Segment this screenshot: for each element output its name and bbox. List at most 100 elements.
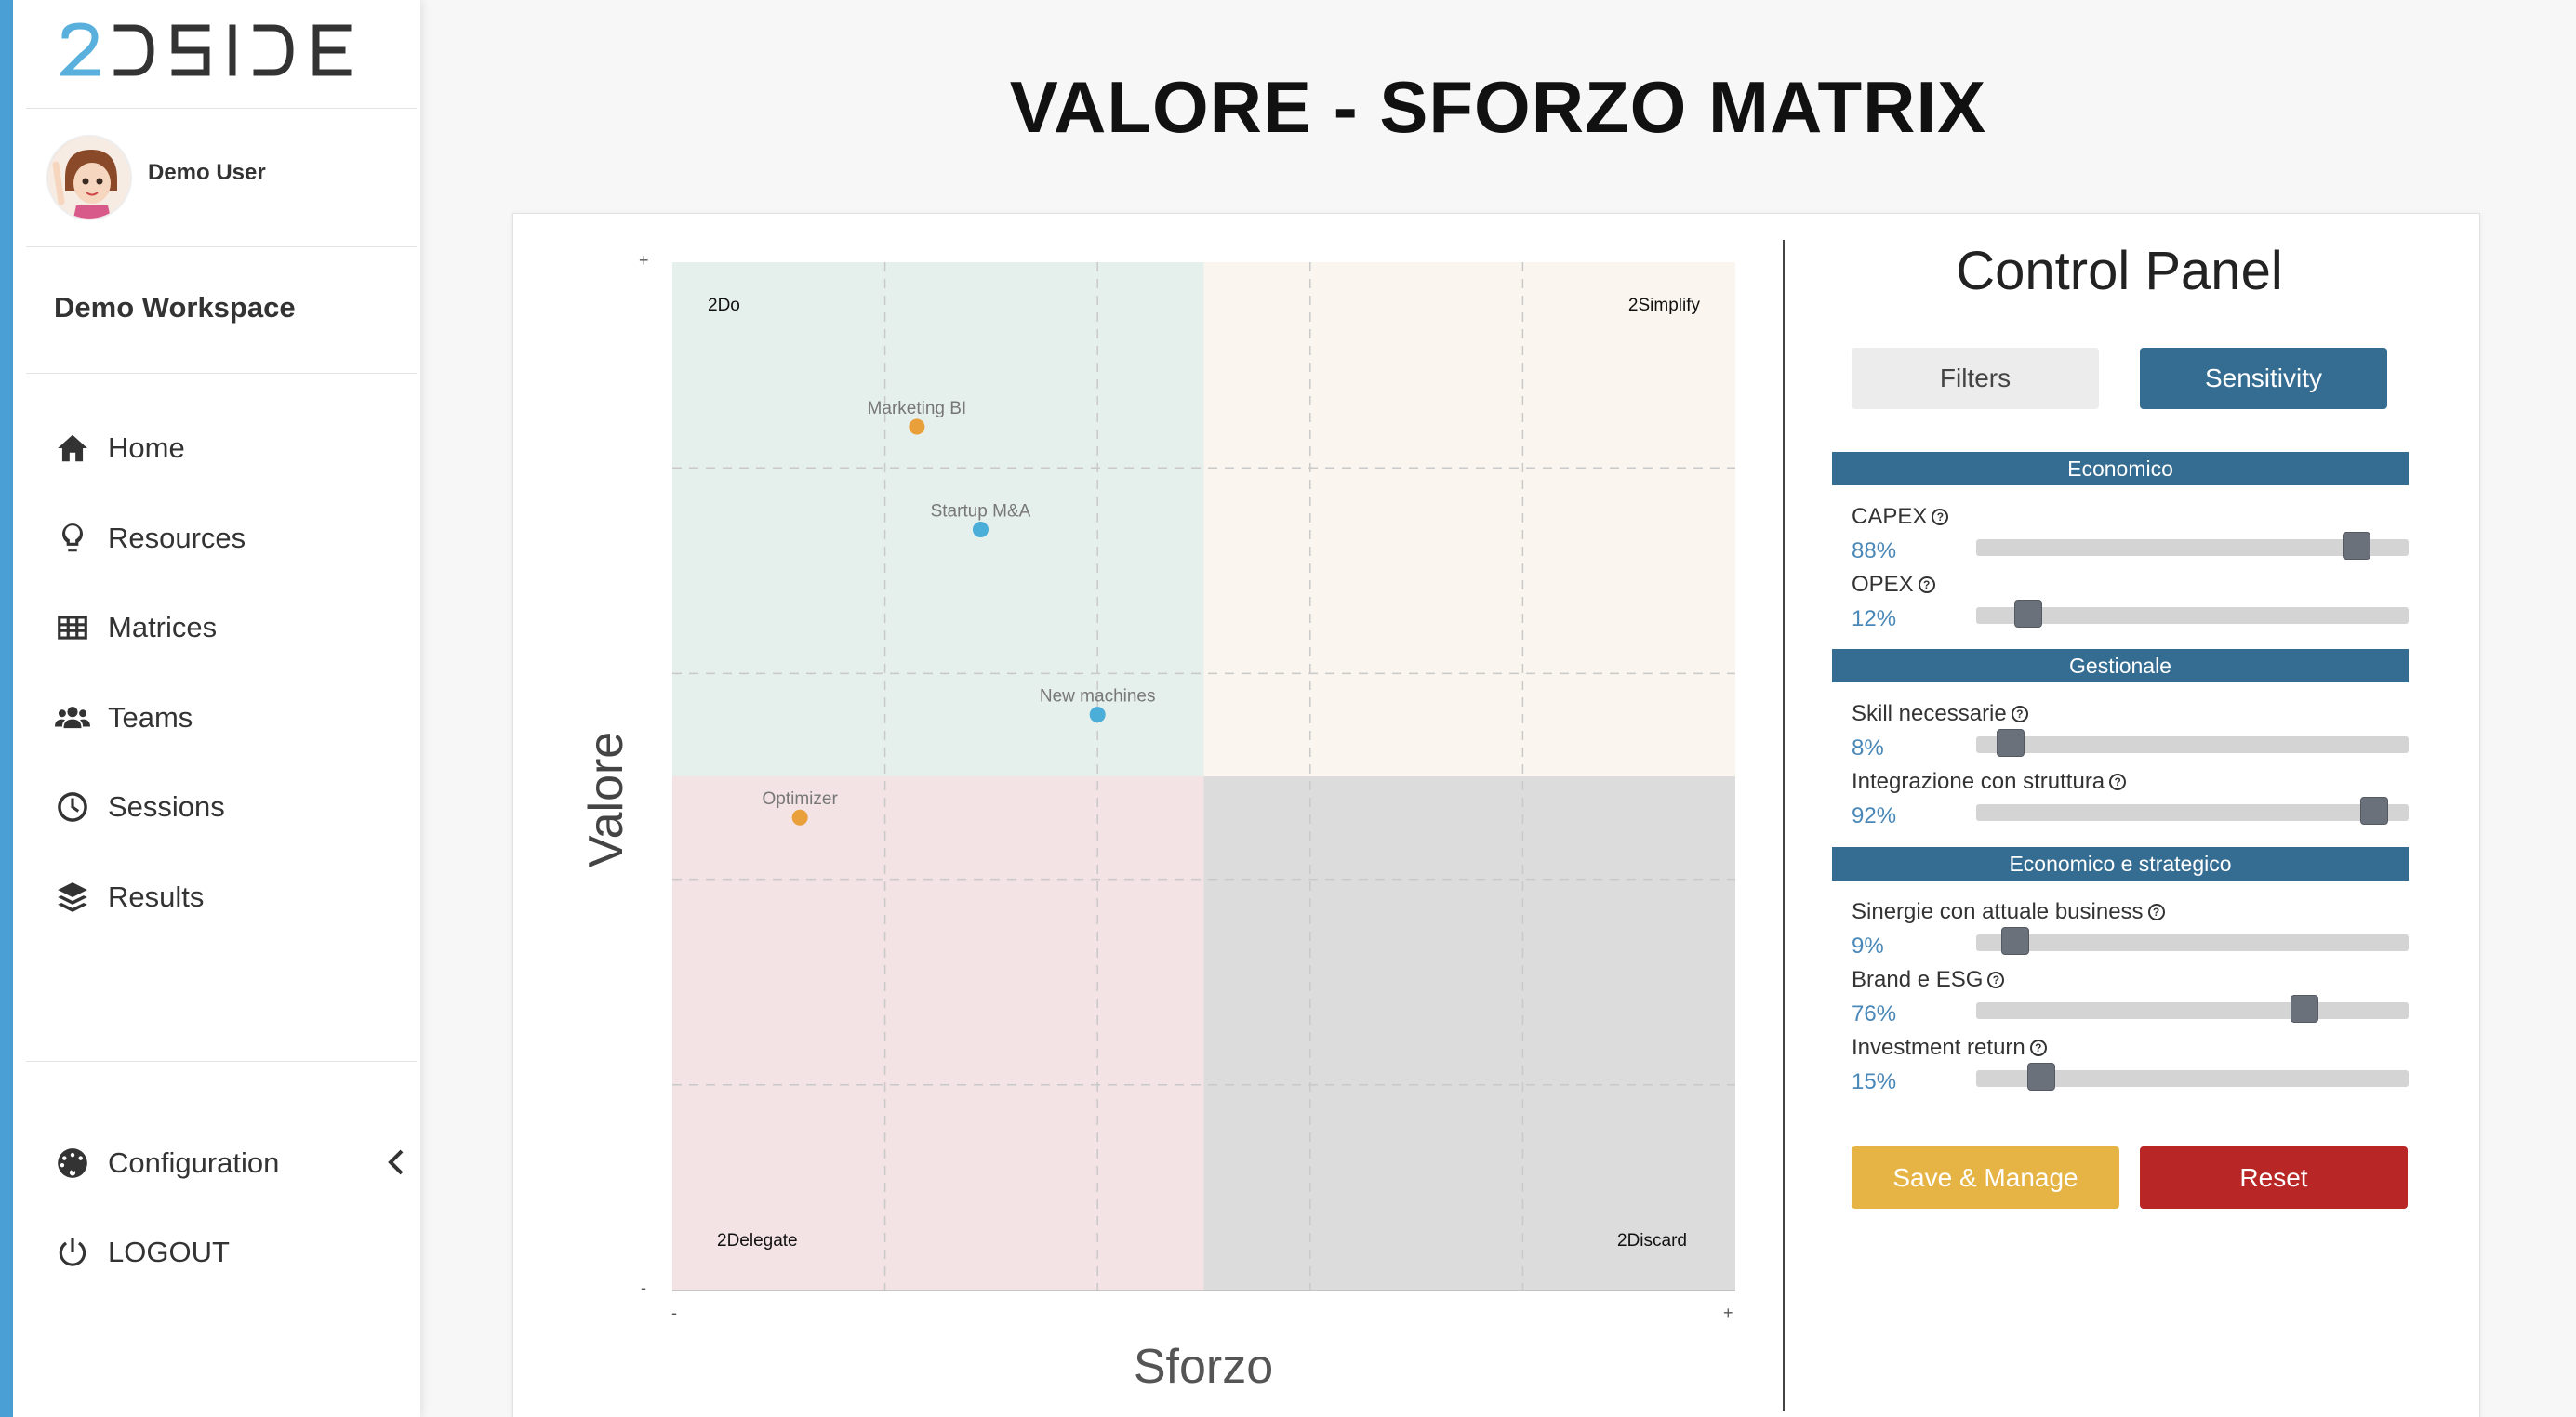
nav-label: Home (108, 431, 185, 464)
nav-label: Teams (108, 701, 193, 734)
reset-button[interactable]: Reset (2140, 1146, 2408, 1209)
nav-label: Sessions (108, 790, 225, 823)
avatar[interactable] (46, 135, 132, 220)
quadrant-2delegate (672, 776, 1204, 1291)
sidebar-accent-strip (0, 0, 13, 1417)
slider-thumb[interactable] (2026, 1063, 2055, 1091)
param-label: OPEX? (1852, 572, 1935, 598)
quadrant-label: 2Discard (1617, 1231, 1687, 1251)
sidebar-divider (26, 373, 417, 374)
sensitivity-slider[interactable] (1976, 927, 2409, 955)
y-tick-top: + (639, 251, 649, 270)
slider-thumb[interactable] (2359, 797, 2388, 825)
workspace-name[interactable]: Demo Workspace (54, 291, 296, 324)
param-label-text: Investment return (1852, 1035, 2025, 1060)
param-label-text: Sinergie con attuale business (1852, 899, 2144, 924)
user-name: Demo User (148, 160, 266, 185)
data-point (909, 418, 925, 435)
help-icon[interactable]: ? (2029, 1040, 2047, 1056)
help-icon[interactable]: ? (2109, 774, 2127, 790)
data-point-label: Optimizer (763, 789, 839, 809)
nav-item-matrices[interactable]: Matrices (54, 605, 217, 650)
home-icon (54, 430, 91, 467)
param-label-text: Skill necessarie (1852, 701, 2007, 726)
slider-thumb[interactable] (1997, 729, 2025, 757)
nav-item-configuration[interactable]: Configuration (54, 1141, 279, 1185)
sidebar-divider (26, 108, 417, 109)
slider-thumb[interactable] (2291, 995, 2319, 1023)
param-value: 15% (1852, 1069, 1897, 1094)
sensitivity-slider[interactable] (1976, 729, 2409, 757)
slider-thumb[interactable] (2013, 600, 2042, 628)
x-tick-right: + (1723, 1304, 1733, 1322)
param-label-text: CAPEX (1852, 504, 1928, 529)
dashboard-icon (54, 1145, 91, 1182)
nav-label: Resources (108, 522, 246, 554)
sensitivity-slider[interactable] (1976, 995, 2409, 1023)
param-value: 92% (1852, 803, 1897, 828)
help-icon[interactable]: ? (1987, 972, 2005, 988)
chevron-left-icon[interactable] (383, 1146, 409, 1179)
help-icon[interactable]: ? (1932, 509, 1949, 525)
param-label: CAPEX? (1852, 504, 1949, 530)
sensitivity-slider[interactable] (1976, 600, 2409, 628)
param-label: Skill necessarie? (1852, 701, 2028, 727)
x-axis-label: Sforzo (1133, 1340, 1274, 1394)
tab-filters[interactable]: Filters (1852, 348, 2099, 409)
quadrant-label: 2Do (708, 296, 740, 315)
param-value: 9% (1852, 934, 1884, 959)
page-title: VALORE - SFORZO MATRIX (1009, 66, 1987, 148)
data-point-label: Startup M&A (931, 502, 1031, 522)
nav-item-home[interactable]: Home (54, 426, 185, 470)
y-tick-bottom: - (641, 1278, 646, 1297)
param-label: Sinergie con attuale business? (1852, 899, 2165, 925)
sidebar: Demo User Demo Workspace Home Resources … (13, 0, 420, 1417)
quadrant-2do (672, 262, 1204, 776)
save-manage-button[interactable]: Save & Manage (1852, 1146, 2119, 1209)
slider-thumb[interactable] (2343, 532, 2371, 560)
param-value: 76% (1852, 1001, 1897, 1026)
data-point-label: New machines (1040, 687, 1156, 707)
quadrant-2discard (1203, 776, 1735, 1291)
nav-item-logout[interactable]: LOGOUT (54, 1230, 230, 1275)
sensitivity-slider[interactable] (1976, 797, 2409, 825)
help-icon[interactable]: ? (2011, 706, 2028, 722)
sidebar-divider (26, 246, 417, 247)
lightbulb-icon (54, 520, 91, 557)
param-value: 12% (1852, 606, 1897, 631)
nav-item-sessions[interactable]: Sessions (54, 785, 225, 829)
data-point (1089, 707, 1106, 723)
sensitivity-slider[interactable] (1976, 1063, 2409, 1091)
nav-item-resources[interactable]: Resources (54, 516, 246, 561)
slider-thumb[interactable] (2000, 927, 2029, 955)
quadrant-2simplify (1203, 262, 1735, 776)
data-point (972, 522, 989, 538)
param-label: Brand e ESG? (1852, 967, 2005, 993)
sensitivity-slider[interactable] (1976, 532, 2409, 560)
clock-icon (54, 788, 91, 826)
section-header: Economico (1832, 452, 2409, 485)
tab-sensitivity[interactable]: Sensitivity (2140, 348, 2387, 409)
data-point-label: Marketing BI (868, 399, 967, 418)
param-value: 88% (1852, 538, 1897, 563)
x-tick-left: - (671, 1304, 677, 1322)
users-icon (54, 699, 91, 736)
nav-item-results[interactable]: Results (54, 875, 204, 920)
matrix-chart: 2Do 2Simplify 2Delegate 2Discard Marketing B… (672, 262, 1735, 1291)
section-header: Gestionale (1832, 649, 2409, 682)
help-icon[interactable]: ? (2147, 904, 2165, 920)
nav-label: Configuration (108, 1146, 280, 1179)
help-icon[interactable]: ? (1918, 576, 1935, 593)
nav-item-teams[interactable]: Teams (54, 695, 193, 740)
param-value: 8% (1852, 735, 1884, 761)
param-label-text: Integrazione con struttura (1852, 769, 2105, 794)
param-label: Investment return? (1852, 1035, 2047, 1061)
quadrant-label: 2Delegate (717, 1231, 798, 1251)
app-logo[interactable] (60, 20, 357, 86)
param-label: Integrazione con struttura? (1852, 769, 2127, 795)
nav-label: Matrices (108, 611, 218, 643)
param-label-text: OPEX (1852, 572, 1914, 597)
sidebar-divider (26, 1061, 417, 1062)
grid-icon (54, 609, 91, 646)
param-label-text: Brand e ESG (1852, 967, 1984, 992)
